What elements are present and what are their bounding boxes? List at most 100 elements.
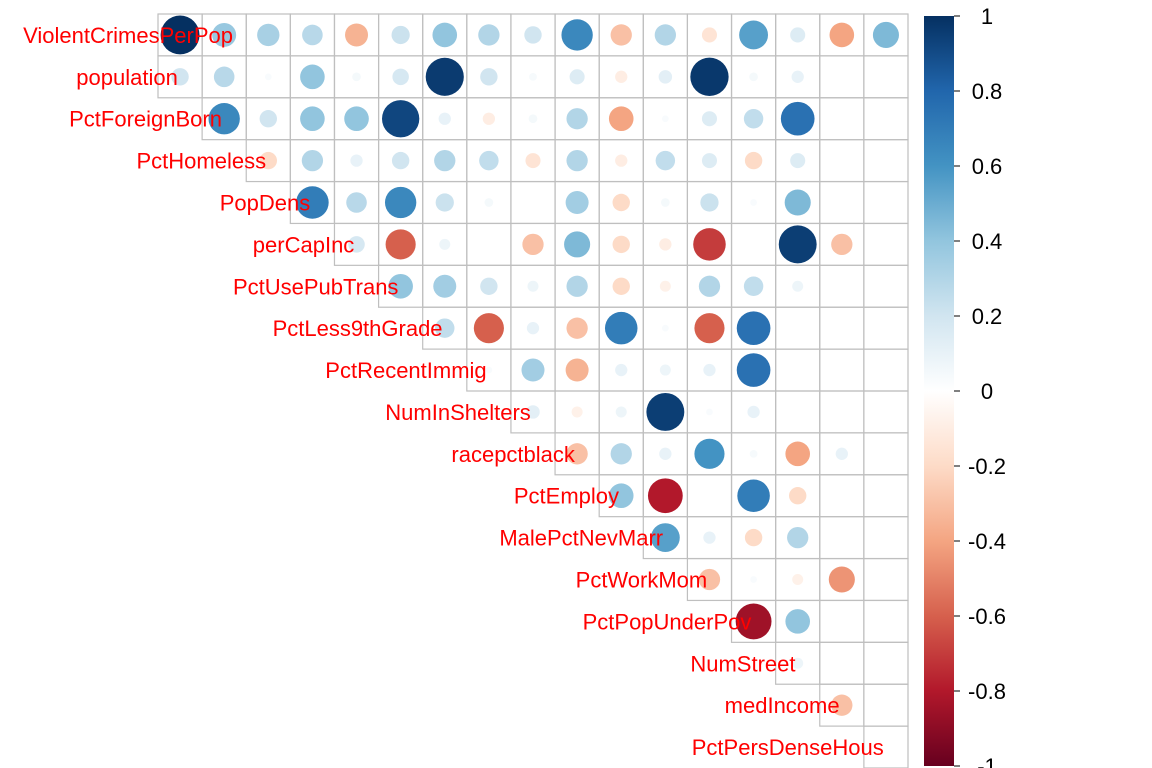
- correlation-circle: [749, 449, 758, 458]
- colorbar-tick-label: -1: [977, 754, 997, 768]
- variable-label: PctLess9thGrade: [273, 316, 443, 341]
- grid-cell: [863, 641, 909, 685]
- correlation-circle: [529, 72, 537, 81]
- colorbar-tick-label: 0.8: [972, 79, 1003, 104]
- correlation-circle: [435, 318, 455, 338]
- grid-cell: [863, 97, 909, 141]
- correlation-circle: [480, 277, 498, 295]
- correlation-circle: [700, 193, 719, 212]
- correlation-circle: [661, 198, 670, 207]
- correlation-circle: [749, 72, 758, 82]
- grid-cell: [819, 97, 865, 141]
- correlation-circle: [661, 115, 669, 123]
- grid-cell: [819, 180, 865, 225]
- colorbar-tick-label: -0.8: [968, 679, 1006, 704]
- correlation-circle: [778, 225, 817, 264]
- grid-lines: [157, 13, 909, 768]
- correlation-circle: [480, 68, 498, 86]
- correlation-circle: [612, 235, 630, 254]
- variable-label: NumStreet: [690, 651, 795, 676]
- correlation-circle: [171, 68, 189, 86]
- correlation-circle: [259, 151, 277, 170]
- correlation-circle: [432, 22, 458, 48]
- grid-cell: [819, 306, 865, 350]
- correlation-circle: [615, 154, 628, 167]
- correlation-circle: [703, 531, 716, 544]
- colorbar-tick-label: 0.4: [972, 229, 1003, 254]
- correlation-circle: [612, 277, 630, 295]
- grid-cell: [775, 390, 821, 434]
- correlation-circle: [787, 526, 809, 549]
- correlation-circle: [780, 101, 815, 136]
- grid-cell: [819, 348, 865, 392]
- correlation-circle: [264, 73, 272, 81]
- grid-cell: [819, 390, 865, 434]
- correlation-circle: [485, 366, 493, 374]
- grid-cell: [863, 180, 909, 225]
- correlation-circle: [701, 27, 718, 43]
- correlation-circle: [615, 70, 628, 83]
- correlation-circle: [433, 274, 457, 298]
- correlation-circle: [739, 20, 769, 50]
- correlation-circle: [524, 26, 542, 44]
- correlation-circle: [693, 228, 726, 261]
- correlation-circle: [785, 441, 811, 467]
- grid-cell: [775, 306, 821, 350]
- variable-label: population: [76, 65, 178, 90]
- correlation-circle: [301, 149, 324, 172]
- colorbar-tick-label: -0.2: [968, 454, 1006, 479]
- variable-labels: ViolentCrimesPerPop population PctForeignB…: [23, 23, 884, 760]
- grid-cell: [510, 180, 556, 225]
- grid-cell: [863, 139, 909, 183]
- correlation-circle: [522, 233, 544, 256]
- variable-label: PctWorkMom: [576, 568, 708, 593]
- correlation-circle: [747, 405, 760, 419]
- variable-label: PctEmploy: [514, 484, 619, 509]
- variable-label: PctPersDenseHous: [692, 735, 884, 760]
- correlation-circle: [690, 57, 729, 96]
- grid-cell: [819, 139, 865, 183]
- colorbar-tick-label: -0.6: [968, 604, 1006, 629]
- variable-label: NumInShelters: [385, 400, 531, 425]
- variable-label: PctPopUnderPov: [583, 609, 752, 634]
- correlation-circle: [736, 311, 771, 346]
- correlation-circle: [212, 22, 237, 47]
- grid-cell: [819, 599, 865, 643]
- variable-label: MalePctNevMarr: [499, 526, 663, 551]
- correlation-circle: [160, 15, 200, 55]
- correlation-circle: [571, 406, 583, 418]
- correlation-circle: [566, 275, 588, 297]
- colorbar-tick-label: 0: [981, 379, 993, 404]
- correlation-circle: [434, 149, 456, 172]
- correlation-circle: [213, 66, 235, 88]
- grid-cell: [819, 474, 865, 518]
- correlation-circle: [300, 64, 325, 90]
- grid-cell: [819, 516, 865, 560]
- variable-label: PctForeignBorn: [69, 107, 222, 132]
- correlation-circle: [527, 280, 539, 292]
- correlation-circle: [482, 112, 496, 125]
- correlation-circle: [828, 566, 855, 593]
- grid-cell: [686, 474, 733, 518]
- correlation-circle: [698, 275, 721, 297]
- grid-cell: [863, 599, 909, 643]
- variable-label: PctRecentImmig: [325, 358, 486, 383]
- variable-label: perCapInc: [253, 232, 355, 257]
- correlation-circle: [604, 311, 638, 345]
- correlation-circle: [784, 189, 811, 216]
- grid-cell: [863, 683, 909, 727]
- correlation-circle: [566, 149, 588, 172]
- correlation-circle: [526, 405, 540, 419]
- correlation-circle: [792, 574, 804, 585]
- grid-cell: [730, 222, 777, 266]
- correlation-circle: [391, 25, 410, 45]
- variable-label: PopDens: [220, 191, 311, 216]
- correlation-circle: [385, 229, 416, 260]
- colorbar-tick-label: 1: [981, 4, 993, 29]
- correlation-circle: [608, 483, 634, 509]
- correlation-circle: [743, 109, 764, 129]
- correlation-circle: [831, 694, 853, 716]
- correlation-circle: [744, 528, 763, 547]
- correlation-circle: [743, 276, 764, 296]
